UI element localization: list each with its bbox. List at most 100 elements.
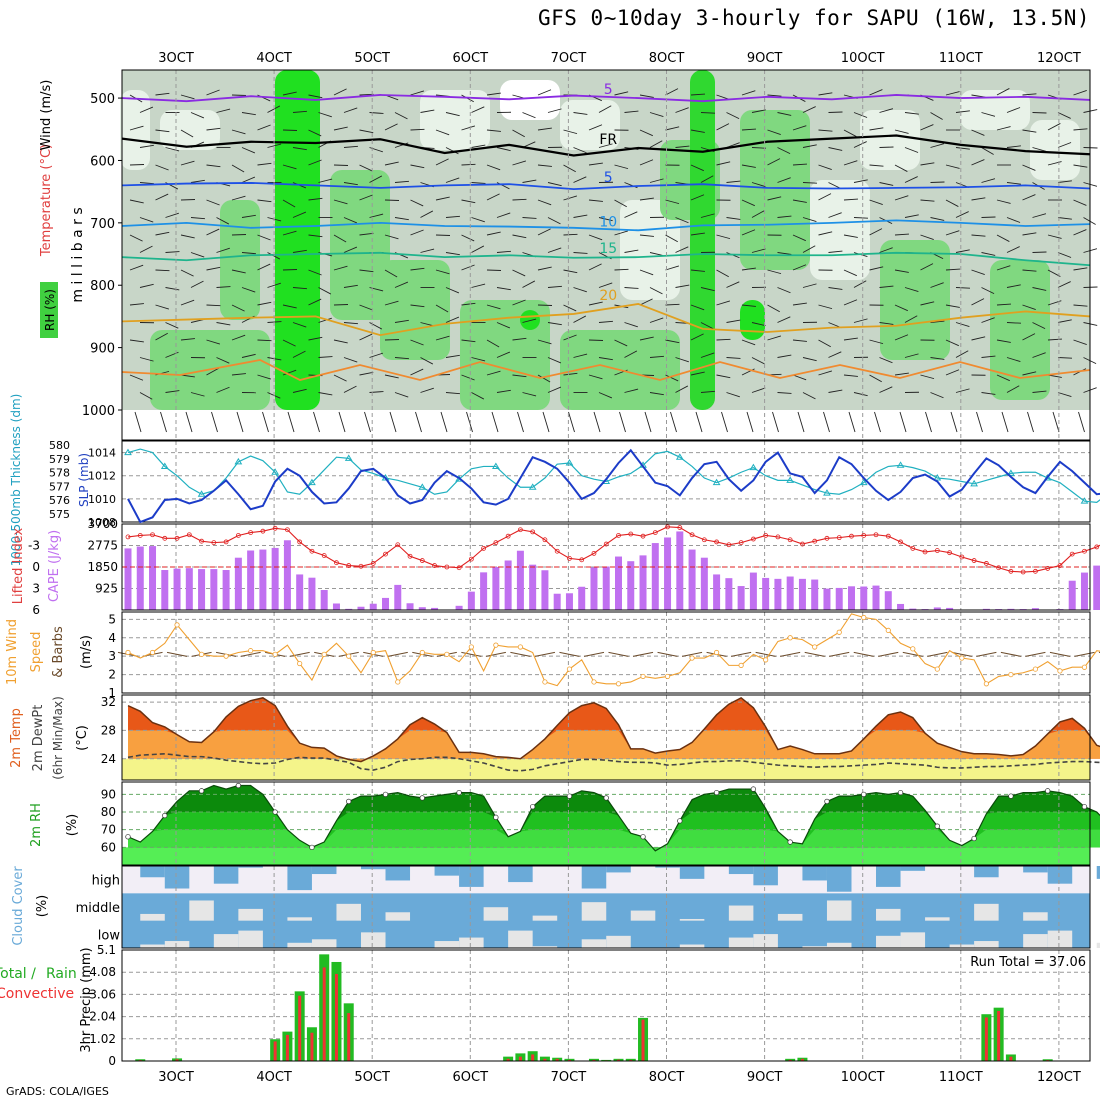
wind-barb (828, 389, 843, 393)
wind-barb (394, 217, 409, 221)
wind-barb (971, 129, 985, 136)
high-cloud-block (655, 866, 680, 868)
wind-barb (206, 266, 221, 271)
cape-bar (124, 548, 132, 610)
wind-barb (665, 303, 680, 306)
wind-barb (639, 269, 654, 276)
cape-bar (198, 569, 206, 610)
middle-clear-block (532, 915, 558, 921)
wind-speed-point (198, 651, 205, 657)
wind-speed-point (1008, 671, 1014, 678)
wind-barb (996, 199, 1011, 204)
wind-tick-label: 2 (108, 668, 116, 682)
wind-barb (1032, 390, 1047, 393)
pressure-axis-label: m i l l i b a r s (70, 207, 86, 302)
wind-barb (828, 287, 843, 290)
rh-patch (960, 90, 1030, 130)
cape-bar (578, 586, 586, 610)
wind-barb (257, 263, 271, 271)
wind-barb (559, 651, 580, 657)
wind-speed-point (223, 653, 229, 659)
wind-barb (1032, 322, 1046, 330)
wind-barb (129, 125, 144, 131)
wind-barb (920, 199, 935, 202)
thickness-tick-label: 575 (49, 508, 70, 521)
low-clear-block (876, 935, 901, 948)
high-cloud-block (753, 866, 778, 886)
temperature-frame (121, 694, 1091, 781)
lifted-index-point (346, 563, 352, 568)
date-tick-label-bottom: 11OCT (939, 1070, 983, 1085)
surface-barb (1052, 411, 1060, 433)
thickness-point (160, 462, 169, 469)
wind-barb (216, 247, 230, 253)
lifted-index-point (481, 545, 487, 551)
wind-barb (802, 106, 816, 113)
lifted-index-point (125, 534, 131, 540)
wind-speed-point (1032, 666, 1039, 672)
cape-bar (639, 555, 647, 610)
rh-point (162, 812, 168, 819)
middle-clear-block (925, 917, 950, 921)
precip-convective-bar (310, 1032, 314, 1061)
wind-barb (700, 390, 715, 393)
wind-barb (445, 112, 460, 117)
rh-fill-low (128, 829, 1100, 851)
wind-barb (920, 301, 935, 306)
low-clear-block (213, 934, 239, 948)
pressure-tick-label: 600 (90, 154, 115, 169)
wind-barb (649, 355, 664, 358)
middle-clear-block (974, 903, 999, 921)
wind-barb (180, 160, 195, 166)
wind-barb (818, 129, 833, 132)
wind-barb (573, 176, 587, 183)
wind-barb (369, 352, 383, 358)
cape-bar (713, 574, 721, 610)
wind-barb (139, 357, 154, 362)
wind-barb (537, 127, 552, 131)
cape-bar (406, 603, 414, 610)
temp-axis-label-b: 2m DewPt (31, 705, 46, 772)
surface-barb (1027, 411, 1034, 433)
date-tick-label-bottom: 7OCT (551, 1070, 587, 1085)
middle-clear-block (581, 902, 607, 921)
wind-barb (853, 392, 868, 397)
stability-frame (121, 523, 1091, 611)
wind-barb (690, 194, 705, 201)
surface-barb (160, 411, 167, 433)
temperature-contour-warm (121, 359, 1091, 381)
slp-tick-label: 1010 (88, 493, 116, 506)
wind-barb (318, 317, 332, 323)
wind-barb (741, 304, 756, 307)
wind-barb (369, 175, 383, 183)
wind-barb (767, 94, 782, 97)
wind-barb (420, 210, 434, 218)
wind-barb (1073, 267, 1088, 271)
wind-barb (461, 234, 475, 242)
surface-barb (619, 411, 626, 433)
cape-bar (492, 567, 500, 610)
cape-bar (749, 572, 757, 610)
wind-barb (690, 269, 705, 272)
thickness-point (970, 479, 978, 487)
wind-barb (522, 179, 537, 183)
high-cloud-block (385, 866, 411, 881)
wind-barb (665, 339, 680, 344)
wind-barb (231, 195, 246, 201)
wind-barb (512, 269, 526, 277)
wind-barb (716, 300, 731, 306)
thickness-point (565, 459, 574, 466)
wind-barb (853, 141, 867, 148)
lifted-index-point (260, 528, 266, 534)
cloud-layer-label: low (98, 928, 121, 943)
lifted-index-point (689, 532, 695, 538)
rh-base (122, 847, 1090, 865)
wind-barb (547, 285, 562, 288)
wind-barb (792, 234, 806, 242)
temp-tick-label: 28 (101, 723, 116, 737)
precip-convective-bar (788, 1059, 792, 1061)
wind-speed-point (983, 681, 989, 687)
wind-barb (843, 198, 858, 201)
wind-barb (292, 322, 307, 328)
surface-barb (644, 411, 652, 433)
